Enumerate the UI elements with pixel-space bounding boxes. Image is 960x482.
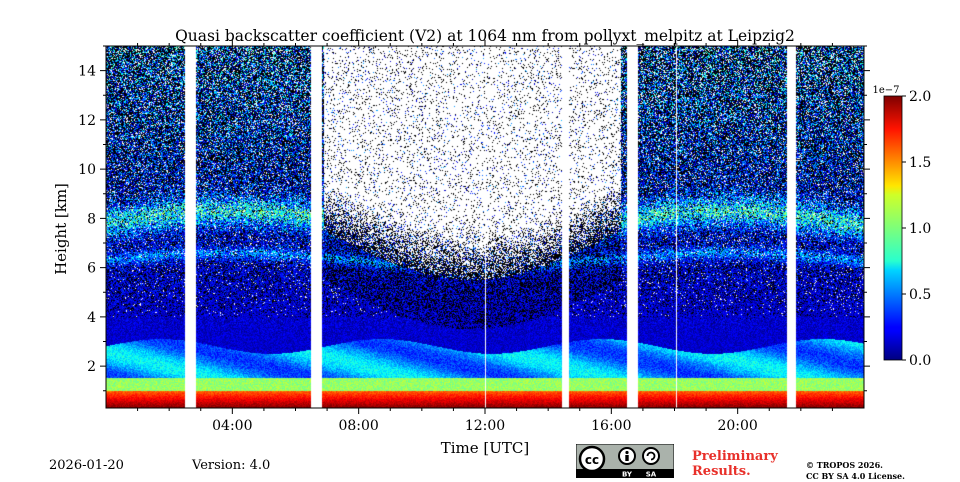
y-axis: 2 4 6 8 10 12 14: [78, 45, 870, 392]
preliminary-label: Preliminary Results.: [692, 449, 778, 479]
x-axis-label: Time [UTC]: [441, 439, 530, 457]
colorbar-exponent: 1e−7: [872, 85, 899, 96]
y-axis-label: Height [km]: [52, 183, 70, 275]
by-label: BY: [622, 471, 633, 479]
x-tick-label: 04:00: [212, 418, 252, 434]
y-tick-label: 4: [87, 310, 96, 326]
colorbar-tick-label: 0.5: [909, 287, 931, 303]
preliminary-text: Preliminary: [692, 449, 778, 464]
colorbar: 1e−7 0.0 0.5 1.0 1.5 2.0: [872, 85, 931, 369]
chart-title: Quasi backscatter coefficient (V2) at 10…: [175, 27, 795, 45]
cc-by-sa-badge: cc BY SA: [576, 444, 674, 478]
results-text: Results.: [692, 464, 751, 479]
y-tick-label: 14: [78, 64, 96, 80]
footer-date: 2026-01-20: [49, 458, 124, 473]
colorbar-tick-label: 0.0: [909, 353, 931, 369]
colorbar-gradient: [883, 95, 903, 361]
colorbar-tick-label: 1.5: [909, 155, 931, 171]
license-notice: © TROPOS 2026. CC BY SA 4.0 License.: [806, 460, 905, 482]
y-tick-label: 12: [78, 113, 96, 129]
license-text: CC BY SA 4.0 License.: [806, 471, 905, 481]
y-tick-label: 6: [87, 261, 96, 277]
x-tick-label: 16:00: [591, 418, 631, 434]
copyright-text: © TROPOS 2026.: [806, 460, 883, 470]
sa-label: SA: [646, 471, 657, 479]
sa-share-icon: [642, 447, 660, 465]
colorbar-tick-label: 2.0: [909, 89, 931, 105]
footer-version: Version: 4.0: [192, 458, 271, 473]
y-tick-label: 2: [87, 359, 96, 375]
backscatter-heatmap: [106, 46, 864, 408]
x-axis: 04:00 08:00 12:00 16:00 20:00: [137, 40, 833, 434]
colorbar-ticks: 0.0 0.5 1.0 1.5 2.0: [902, 89, 931, 369]
colorbar-tick-label: 1.0: [909, 221, 931, 237]
x-tick-label: 08:00: [338, 418, 378, 434]
x-tick-label: 20:00: [717, 418, 757, 434]
x-tick-label: 12:00: [465, 418, 505, 434]
y-tick-label: 10: [78, 162, 96, 178]
cc-icon: [578, 445, 606, 473]
cc-icon-label: cc: [585, 453, 599, 467]
plot-area: [105, 45, 865, 409]
y-tick-label: 8: [87, 211, 96, 227]
